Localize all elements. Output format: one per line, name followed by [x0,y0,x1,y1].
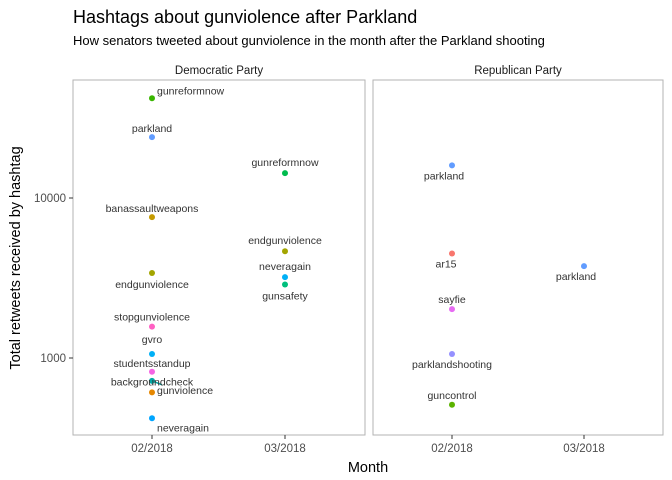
data-point [581,263,587,270]
data-point [149,214,155,221]
x-axis-title: Month [348,460,388,476]
chart-title: Hashtags about gunviolence after Parklan… [73,7,417,27]
points-democratic: gunreformnow parkland banassaultweapons end… [106,85,322,434]
point-label: parkland [132,123,172,135]
data-point [149,323,155,330]
chart-subtitle: How senators tweeted about gunviolence i… [73,33,545,48]
point-label: gunviolence [157,385,213,397]
point-label: endgunviolence [115,279,189,291]
data-point [282,274,288,281]
x-tick-label-dem-feb: 02/2018 [131,443,173,455]
facet-strip-republican [373,59,663,80]
y-axis-title: Total retweets received by hashtag [8,146,24,369]
y-tick-label-10000: 10000 [34,193,66,205]
facet-label-democratic: Democratic Party [175,65,263,77]
data-point [449,350,455,357]
point-label: gvro [142,334,163,346]
point-label: stopgunviolence [114,312,190,324]
data-point [449,306,455,313]
point-label: backgroundcheck [111,376,194,388]
data-point [282,281,288,288]
point-label: sayfie [438,294,466,306]
point-label: gunsafety [262,290,308,302]
data-point [149,350,155,357]
data-point [449,250,455,257]
panel-republican [372,79,664,436]
data-point [149,368,155,375]
data-point [149,95,155,102]
data-point [149,377,155,384]
point-label: ar15 [435,258,456,270]
x-tick-label-rep-mar: 03/2018 [563,443,605,455]
x-tick-label-dem-mar: 03/2018 [264,443,306,455]
data-point [282,248,288,255]
point-label: neveragain [157,422,209,434]
data-point [449,401,455,408]
panel-democratic [72,79,366,436]
data-point [449,162,455,169]
point-label: endgunviolence [248,235,322,247]
data-point [149,389,155,396]
data-point [149,269,155,276]
y-tick-label-1000: 1000 [40,353,66,365]
point-label: gunreformnow [251,157,319,169]
point-label: parklandshooting [412,359,492,371]
x-tick-label-rep-feb: 02/2018 [431,443,473,455]
point-label: parkland [556,271,596,283]
facet-label-republican: Republican Party [474,65,562,77]
facet-strip-democratic [73,59,365,80]
data-point [282,170,288,177]
point-label: banassaultweapons [106,203,199,215]
point-label: guncontrol [427,390,476,402]
point-label: neveragain [259,261,311,273]
data-point [149,415,155,422]
point-label: parkland [424,170,464,182]
data-point [149,134,155,141]
point-label: studentsstandup [113,358,190,370]
point-label: gunreformnow [157,85,225,97]
points-republican: parkland ar15 sayfie parklandshooting guncon… [412,162,596,408]
